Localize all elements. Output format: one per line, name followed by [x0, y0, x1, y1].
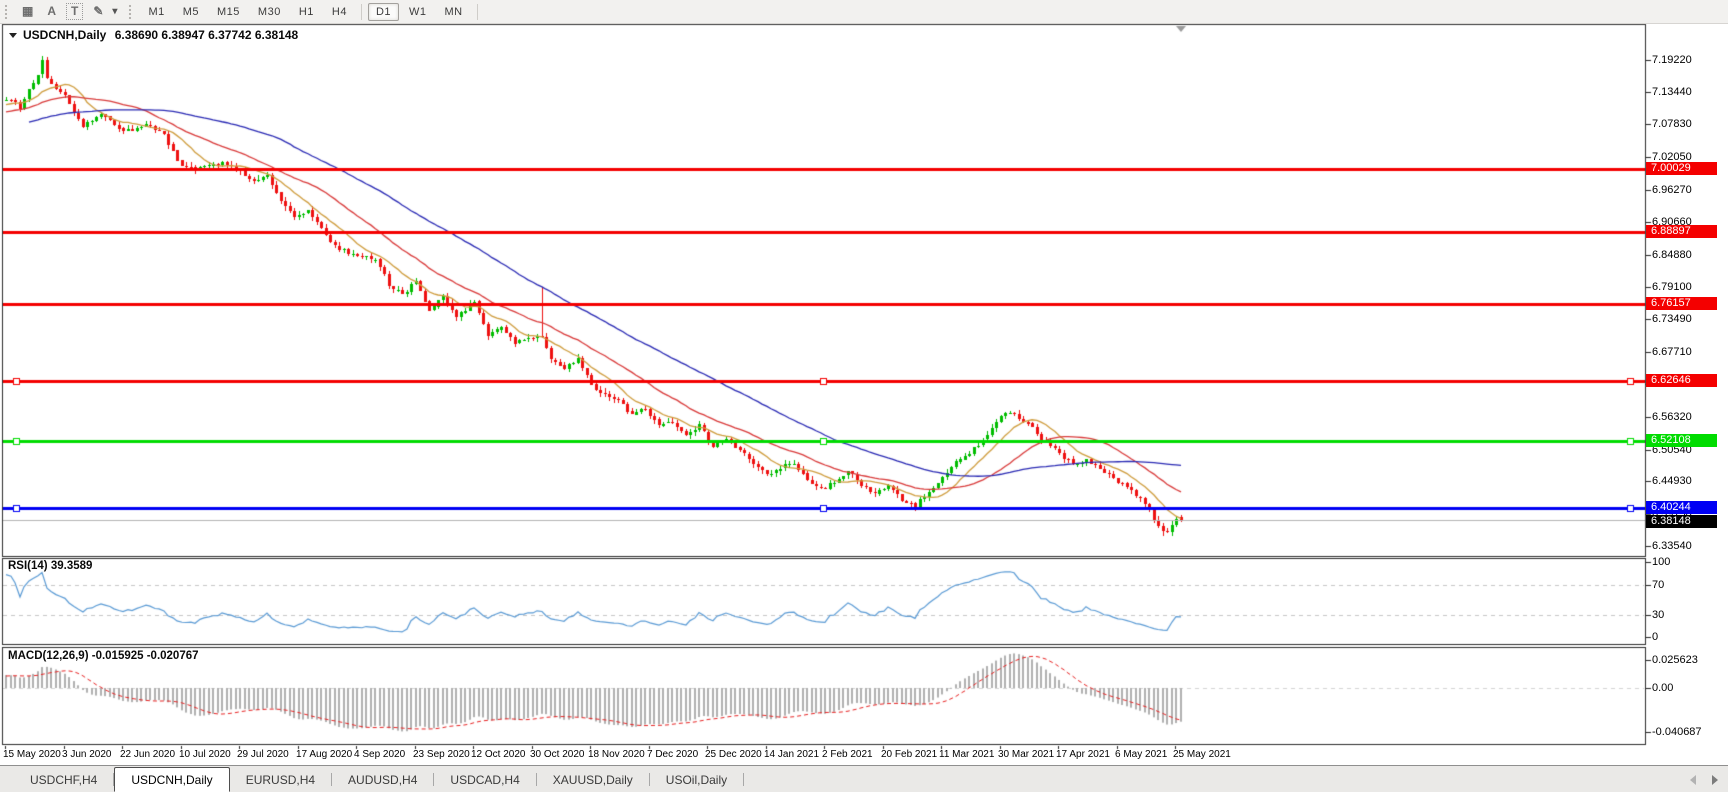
bid-price-label: 6.38148 — [1646, 515, 1717, 528]
palette-dropdown-icon[interactable]: ▾ — [112, 6, 118, 17]
tab-audusd-h4[interactable]: AUDUSD,H4 — [348, 772, 418, 787]
price-tick-label: 6.67710 — [1652, 346, 1692, 358]
text-label-icon[interactable]: A — [47, 4, 57, 18]
timeframe-button-h4[interactable]: H4 — [331, 5, 347, 18]
price-tick-label: 6.79100 — [1652, 281, 1692, 293]
timeframe-button-d1[interactable]: D1 — [367, 2, 400, 21]
timeframe-button-m5[interactable]: M5 — [182, 5, 200, 18]
tab-usdcnh-daily[interactable]: USDCNH,Daily — [114, 767, 230, 792]
price-tick-label: 6.96270 — [1652, 184, 1692, 196]
level-price-label: 6.76157 — [1646, 297, 1717, 310]
timeframe-button-w1[interactable]: W1 — [409, 5, 427, 18]
date-tick-label: 10 Jul 2020 — [179, 749, 231, 760]
price-tick-label: 7.13440 — [1652, 86, 1692, 98]
date-tick-label: 15 May 2020 — [3, 749, 61, 760]
level-price-label: 6.88897 — [1646, 225, 1717, 238]
objects-grid-icon[interactable]: ▦ — [22, 4, 34, 18]
date-tick-label: 17 Apr 2021 — [1056, 749, 1110, 760]
date-tick-label: 14 Jan 2021 — [764, 749, 820, 760]
toolbar-grip[interactable] — [4, 4, 8, 19]
price-tick-label: 6.73490 — [1652, 313, 1692, 325]
timeframe-button-mn[interactable]: MN — [444, 5, 463, 18]
date-tick-label: 17 Aug 2020 — [296, 749, 353, 760]
tab-separator — [648, 772, 650, 786]
macd-tick-label: 0.00 — [1652, 682, 1674, 694]
text-box-icon[interactable]: T — [66, 3, 84, 20]
level-price-label: 6.62646 — [1646, 374, 1717, 387]
chart-symbol-label: USDCNH,Daily — [23, 28, 107, 42]
level-price-label: 7.00029 — [1646, 162, 1717, 175]
date-tick-label: 23 Sep 2020 — [413, 749, 470, 760]
tab-usdchf-h4[interactable]: USDCHF,H4 — [30, 772, 98, 787]
rsi-tick-label: 30 — [1652, 609, 1665, 621]
tab-separator — [433, 772, 435, 786]
rsi-indicator-name: RSI(14) — [8, 560, 48, 572]
macd-tick-label: -0.040687 — [1652, 726, 1702, 738]
tab-eurusd-h4[interactable]: EURUSD,H4 — [245, 772, 316, 787]
date-tick-label: 11 Mar 2021 — [939, 749, 995, 760]
level-price-label: 6.40244 — [1646, 501, 1717, 514]
rsi-tick-label: 70 — [1652, 579, 1665, 591]
date-tick-label: 29 Jul 2020 — [237, 749, 289, 760]
tabs-scroll-left-icon[interactable] — [1690, 775, 1696, 785]
chart-title: USDCNH,Daily 6.38690 6.38947 6.37742 6.3… — [9, 28, 298, 42]
price-tick-label: 6.84880 — [1652, 249, 1692, 261]
price-tick-label: 6.50540 — [1652, 444, 1692, 456]
date-tick-label: 2 Feb 2021 — [822, 749, 873, 760]
tab-separator — [743, 772, 745, 786]
date-tick-label: 20 Feb 2021 — [881, 749, 938, 760]
macd-indicator-name: MACD(12,26,9) — [8, 650, 89, 662]
tab-usoil-daily[interactable]: USOil,Daily — [665, 772, 728, 787]
rsi-tick-label: 100 — [1652, 556, 1671, 568]
chart-ohlc-values: 6.38690 6.38947 6.37742 6.38148 — [114, 28, 299, 42]
timeframe-button-m15[interactable]: M15 — [217, 5, 240, 18]
macd-indicator-values: -0.015925 -0.020767 — [91, 650, 199, 662]
price-tick-label: 6.56320 — [1652, 411, 1692, 423]
macd-tick-label: 0.025623 — [1652, 654, 1698, 666]
date-tick-label: 6 May 2021 — [1115, 749, 1168, 760]
tab-usdcad-h4[interactable]: USDCAD,H4 — [450, 772, 520, 787]
price-tick-label: 6.44930 — [1652, 475, 1692, 487]
chart-tabs: USDCHF,H4 USDCNH,Daily EURUSD,H4 AUDUSD,H4 U… — [0, 766, 745, 792]
price-tick-label: 7.07830 — [1652, 118, 1692, 130]
date-tick-label: 25 May 2021 — [1173, 749, 1231, 760]
price-tick-label: 7.02050 — [1652, 151, 1692, 163]
level-price-label: 6.52108 — [1646, 434, 1717, 447]
date-tick-label: 3 Jun 2020 — [62, 749, 112, 760]
date-tick-label: 18 Nov 2020 — [588, 749, 645, 760]
tabs-scroll-right-icon[interactable] — [1712, 775, 1718, 785]
toolbar-separator — [476, 3, 478, 20]
colors-icon[interactable]: ✎ — [93, 4, 104, 18]
macd-indicator-label: MACD(12,26,9) -0.015925 -0.020767 — [8, 650, 199, 662]
date-tick-label: 25 Dec 2020 — [705, 749, 762, 760]
date-tick-label: 4 Sep 2020 — [354, 749, 406, 760]
date-tick-label: 7 Dec 2020 — [647, 749, 699, 760]
date-tick-label: 22 Jun 2020 — [120, 749, 176, 760]
toolbar-separator — [360, 3, 362, 20]
tab-separator — [535, 772, 537, 786]
timeframe-button-h1[interactable]: H1 — [298, 5, 314, 18]
toolbar: ▦ A T ✎ ▾ M1 M5 M15 M30 H1 H4 D1 W1 MN — [0, 0, 1728, 24]
date-tick-label: 12 Oct 2020 — [471, 749, 526, 760]
toolbar-grip[interactable] — [128, 4, 133, 19]
tab-xauusd-daily[interactable]: XAUUSD,Daily — [552, 772, 633, 787]
rsi-indicator-value: 39.3589 — [50, 560, 93, 572]
date-tick-label: 30 Oct 2020 — [530, 749, 585, 760]
chart-menu-icon[interactable] — [9, 33, 17, 42]
rsi-indicator-label: RSI(14) 39.3589 — [8, 560, 92, 572]
chart-tabs-bar: USDCHF,H4 USDCNH,Daily EURUSD,H4 AUDUSD,H4 U… — [0, 765, 1728, 792]
price-tick-label: 6.33540 — [1652, 540, 1692, 552]
tab-separator — [331, 772, 333, 786]
price-tick-label: 7.19220 — [1652, 54, 1692, 66]
date-tick-label: 30 Mar 2021 — [998, 749, 1055, 760]
timeframe-button-m30[interactable]: M30 — [257, 5, 281, 18]
rsi-tick-label: 0 — [1652, 631, 1659, 643]
tab-separator — [113, 772, 115, 786]
timeframe-button-m1[interactable]: M1 — [148, 5, 165, 18]
